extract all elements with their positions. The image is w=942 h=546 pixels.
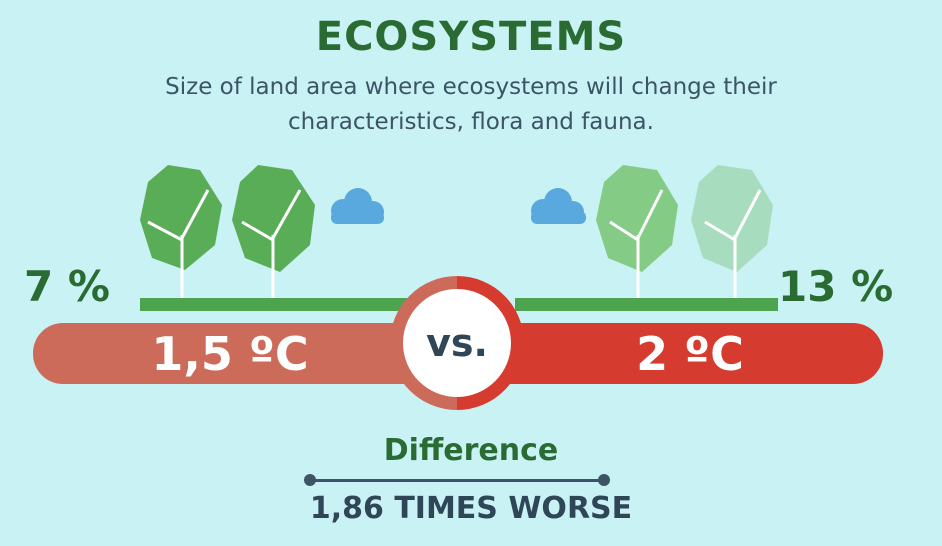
left-percentage: 7 % — [24, 262, 110, 311]
left-temperature-bar — [33, 323, 443, 384]
divider-dot — [598, 474, 610, 486]
difference-label: Difference — [383, 433, 559, 468]
right-temperature-bar — [500, 323, 883, 384]
page-title: ECOSYSTEMS — [315, 14, 627, 60]
left-temperature-label: 1,5 ºC — [151, 327, 309, 381]
tree-icon — [140, 165, 222, 300]
tree-icon — [232, 165, 315, 300]
tree-icon — [691, 165, 773, 300]
vs-badge — [403, 289, 511, 397]
cloud-icon — [331, 188, 384, 224]
difference-value: 1,86 TIMES WORSE — [309, 491, 633, 526]
right-ground-strip — [515, 298, 778, 311]
cloud-icon — [531, 188, 586, 224]
tree-icon — [596, 165, 678, 300]
vs-label: vs. — [426, 321, 488, 365]
right-temperature-label: 2 ºC — [636, 327, 744, 381]
left-ground-strip — [140, 298, 430, 311]
divider-line — [310, 479, 604, 482]
page-subtitle: Size of land area where ecosystems will … — [165, 74, 777, 135]
right-percentage: 13 % — [778, 262, 894, 311]
